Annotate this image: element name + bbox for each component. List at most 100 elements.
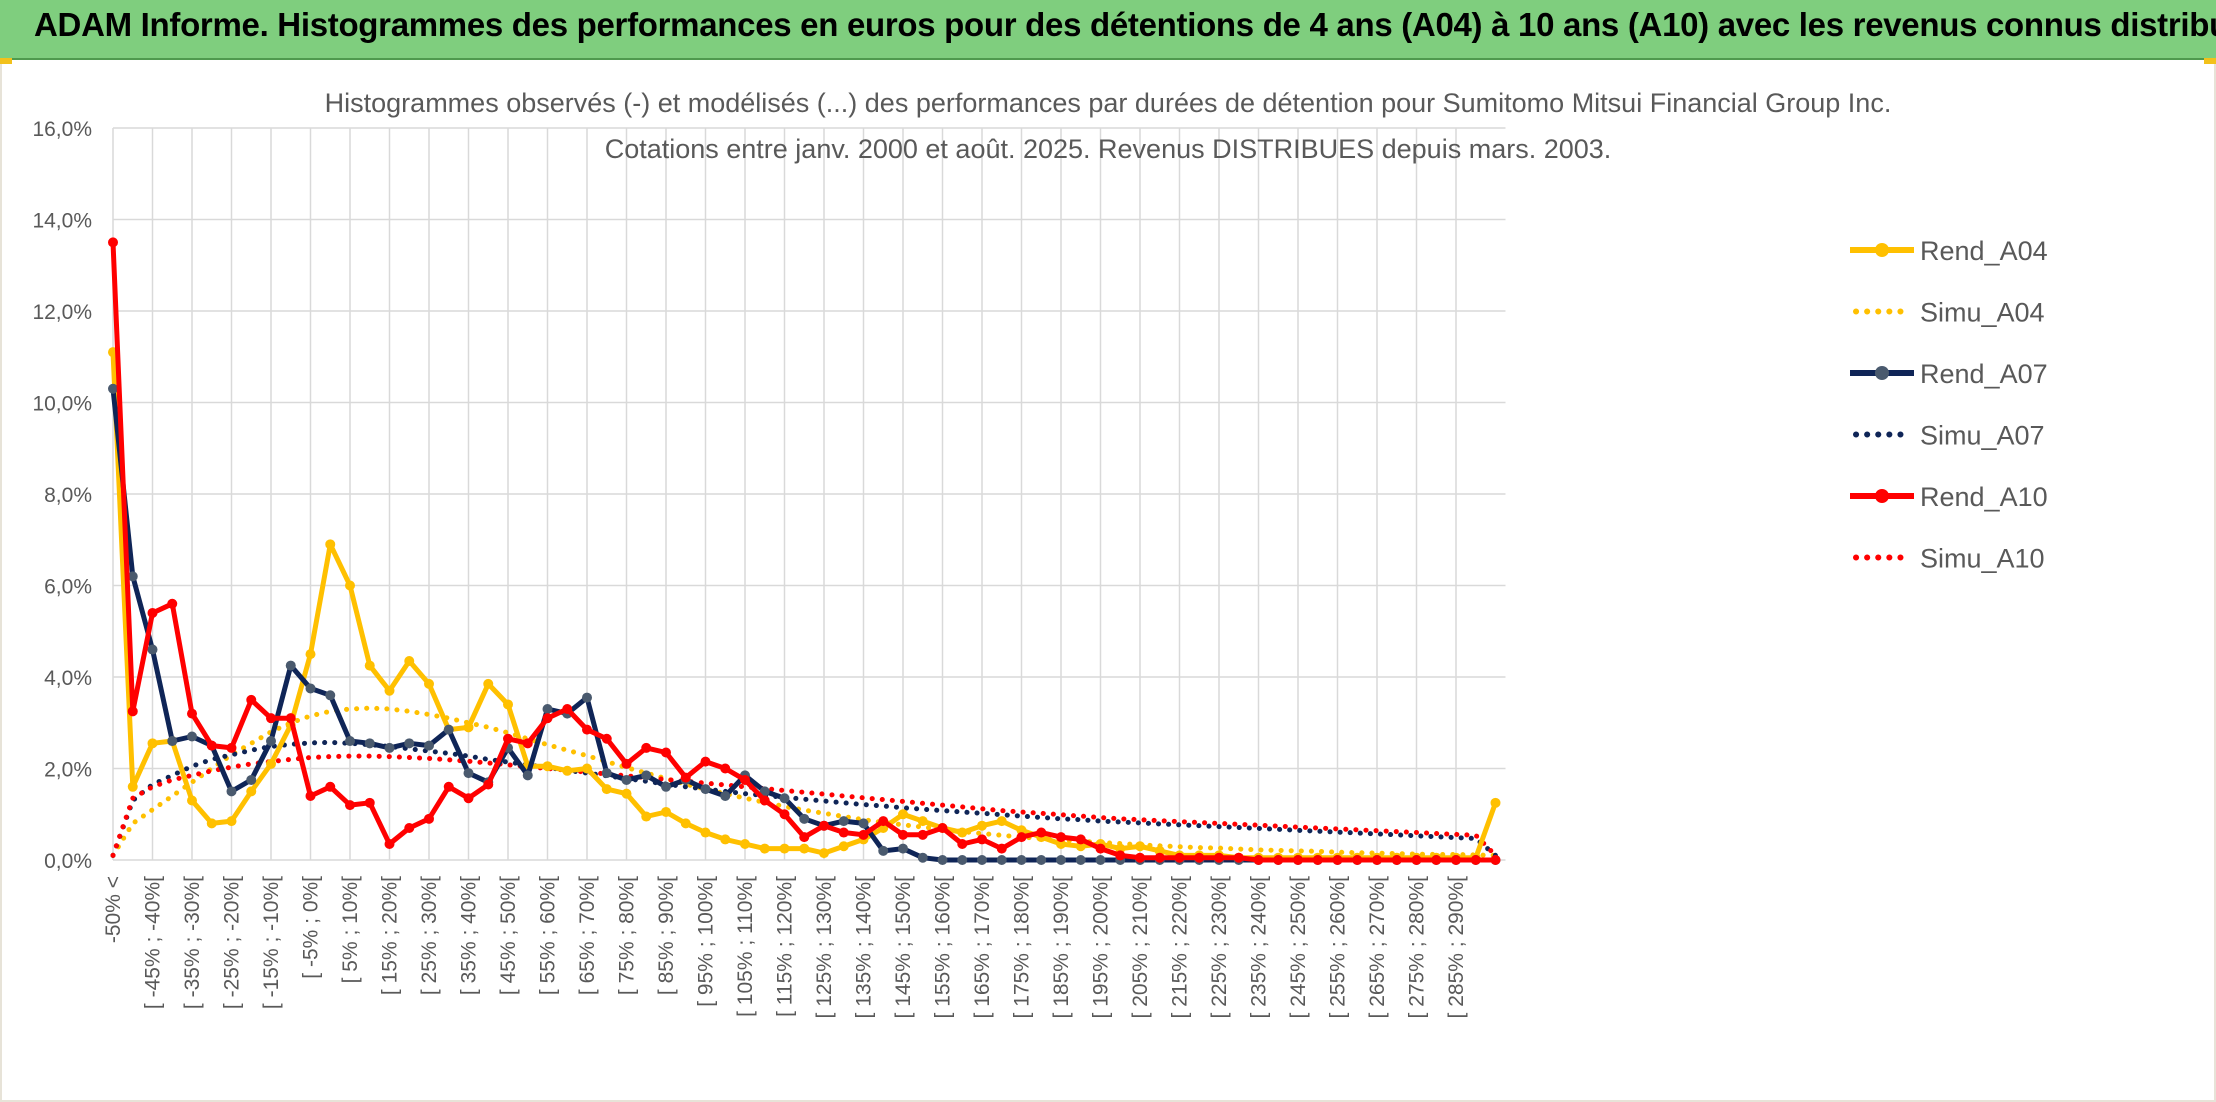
data-point (187, 731, 197, 742)
data-point (404, 655, 415, 666)
x-tick-label: [ 115% ; 120%[ (774, 876, 797, 1017)
data-point (443, 724, 454, 735)
data-point (740, 774, 750, 785)
x-tick-label: [ 135% ; 140%[ (853, 876, 876, 1019)
data-point (720, 834, 731, 845)
x-tick-label: [ 75% ; 80%[ (616, 876, 639, 995)
data-point (463, 793, 474, 804)
data-point (601, 784, 612, 795)
chart-subtitle: Cotations entre janv. 2000 et août. 2025… (604, 134, 1612, 164)
data-point (957, 827, 968, 838)
data-point (582, 692, 592, 703)
data-point (384, 685, 395, 696)
legend-marker (1875, 366, 1889, 380)
data-point (305, 649, 316, 660)
data-point (226, 742, 237, 753)
data-point (246, 774, 257, 785)
x-tick-label: [ 95% ; 100%[ (695, 876, 718, 1007)
data-point (424, 740, 434, 751)
data-point (1016, 855, 1027, 865)
data-point (819, 848, 829, 859)
data-point (779, 809, 790, 820)
data-point (1095, 855, 1106, 865)
x-tick-label: [ 105% ; 110%[ (734, 876, 757, 1017)
data-point (838, 841, 849, 852)
x-tick-label: [ 285% ; 290%[ (1445, 876, 1468, 1019)
data-point (147, 607, 158, 618)
series-rend-a04 (110, 352, 1498, 861)
data-point (1075, 834, 1086, 845)
page-title: ADAM Informe. Histogrammes des performan… (34, 6, 2216, 43)
legend-label: Simu_A04 (1920, 298, 2045, 328)
x-tick-label: [ 35% ; 40%[ (458, 876, 481, 995)
data-point (443, 781, 454, 792)
legend-label: Rend_A07 (1920, 359, 2048, 389)
data-point (1490, 797, 1501, 808)
data-point (917, 829, 928, 840)
data-point (562, 704, 573, 715)
data-point (937, 855, 948, 865)
y-tick-label: 8,0% (44, 484, 92, 507)
x-tick-label: [ 225% ; 230%[ (1208, 876, 1231, 1019)
data-point (1075, 855, 1086, 865)
x-tick-label: [ 235% ; 240%[ (1248, 876, 1271, 1019)
x-tick-label: [ 265% ; 270%[ (1366, 876, 1389, 1019)
x-tick-label: [ 5% ; 10%[ (339, 876, 362, 984)
data-point (1016, 825, 1027, 836)
data-point (266, 758, 276, 769)
data-point (285, 713, 296, 724)
legend-label: Simu_A10 (1920, 544, 2045, 574)
data-point (542, 713, 553, 724)
x-tick-label: [ -35% ; -30%[ (181, 876, 204, 1009)
data-point (127, 781, 138, 792)
data-point (542, 761, 553, 772)
data-point (1056, 855, 1066, 865)
x-tick-label: [ 215% ; 220%[ (1169, 876, 1192, 1019)
data-point (661, 781, 671, 792)
series-rend-a10 (110, 242, 1496, 863)
data-point (917, 816, 928, 827)
data-point (582, 724, 592, 735)
x-tick-label: [ 185% ; 190%[ (1050, 876, 1073, 1019)
data-point (127, 706, 138, 717)
data-point (621, 758, 632, 769)
data-point (147, 738, 158, 749)
data-point (878, 845, 889, 856)
chart-title: Histogrammes observés (-) et modélisés (… (324, 88, 1892, 118)
data-point (957, 855, 968, 865)
data-point (1154, 852, 1165, 863)
x-tick-label: [ 15% ; 20%[ (379, 876, 402, 995)
data-point (1036, 855, 1047, 865)
data-point (996, 855, 1007, 865)
data-point (1431, 855, 1442, 865)
header-bar: ADAM Informe. Histogrammes des performan… (0, 0, 2216, 60)
y-axis: 0,0% 2,0% 4,0% 6,0% 8,0% 10,0% 12,0% 14,0% 16,0% (32, 118, 92, 873)
x-tick-label: [ 195% ; 200%[ (1090, 876, 1113, 1019)
data-point (1273, 855, 1284, 865)
data-point (858, 818, 869, 829)
data-point (641, 770, 652, 781)
data-point (1312, 855, 1323, 865)
legend-marker (1875, 243, 1889, 257)
x-tick-label: -50% < (102, 876, 125, 943)
data-point (838, 816, 849, 827)
data-point (305, 683, 316, 694)
data-point (187, 795, 197, 806)
data-point (345, 736, 355, 747)
data-point (661, 806, 671, 817)
data-point (266, 736, 276, 747)
x-tick-label: [ 125% ; 130%[ (813, 876, 836, 1019)
data-point (1115, 843, 1126, 854)
data-point (996, 843, 1007, 854)
data-point (700, 827, 711, 838)
data-point (898, 829, 908, 840)
data-point (483, 779, 494, 790)
corner-mark-left (0, 58, 12, 64)
data-point (680, 818, 691, 829)
data-point (957, 838, 968, 849)
data-point (1411, 855, 1422, 865)
x-tick-label: [ -45% ; -40%[ (142, 876, 165, 1009)
data-point (740, 838, 750, 849)
data-point (1352, 855, 1363, 865)
data-point (246, 694, 257, 705)
